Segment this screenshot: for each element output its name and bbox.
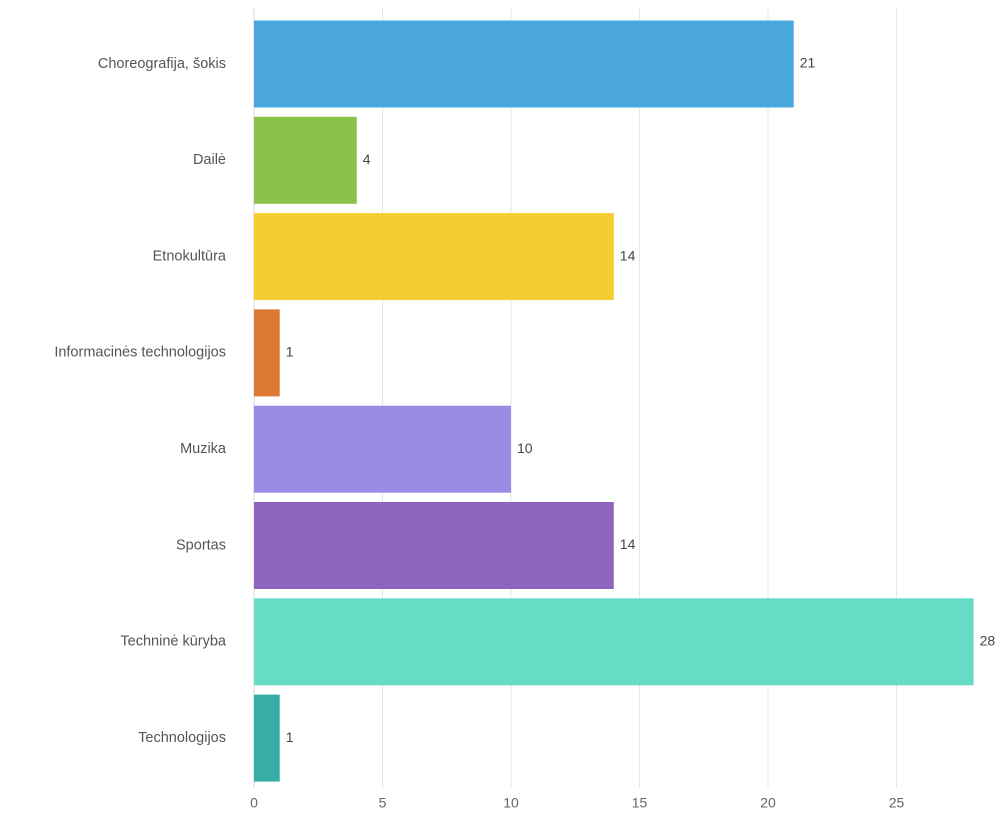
category-labels: Choreografija, šokis Dailė Etnokultūra Info… [54,56,227,746]
x-tick-label: 15 [632,795,648,811]
bar[interactable] [254,213,614,301]
value-label: 14 [620,247,636,263]
category-label: Dailė [193,152,226,168]
bar[interactable] [254,309,280,397]
category-label: Techninė kūryba [120,634,227,650]
value-labels: 21 4 14 1 10 14 28 1 [286,55,996,745]
category-label: Muzika [180,441,227,457]
category-label: Choreografija, šokis [98,56,226,72]
category-label: Technologijos [138,730,226,746]
x-tick-label: 25 [889,795,905,811]
x-tick-label: 0 [250,795,258,811]
value-label: 28 [980,633,996,649]
value-label: 21 [800,55,816,71]
bar[interactable] [254,694,280,782]
value-label: 14 [620,536,636,552]
value-label: 10 [517,440,533,456]
bar[interactable] [254,20,794,108]
value-label: 1 [286,729,294,745]
bar[interactable] [254,405,511,493]
x-tick-label: 5 [379,795,387,811]
value-label: 1 [286,344,294,360]
bar[interactable] [254,502,614,589]
value-label: 4 [363,151,371,167]
x-tick-label: 20 [760,795,776,811]
x-axis-tick-labels: 0 5 10 15 20 25 [250,795,904,811]
bar[interactable] [254,116,357,204]
x-tick-label: 10 [503,795,519,811]
bar[interactable] [254,598,974,686]
category-label: Etnokultūra [153,248,227,264]
bars [254,20,974,782]
category-label: Sportas [176,537,226,553]
category-label: Informacinės technologijos [54,345,226,361]
